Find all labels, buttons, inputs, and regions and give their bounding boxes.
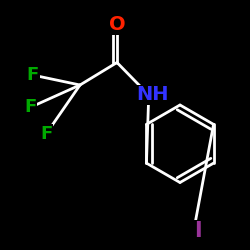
- Text: I: I: [194, 221, 201, 241]
- Text: F: F: [26, 66, 38, 84]
- Text: F: F: [24, 98, 36, 116]
- Text: NH: NH: [136, 86, 169, 104]
- Text: F: F: [40, 125, 52, 143]
- Text: O: O: [109, 16, 125, 34]
